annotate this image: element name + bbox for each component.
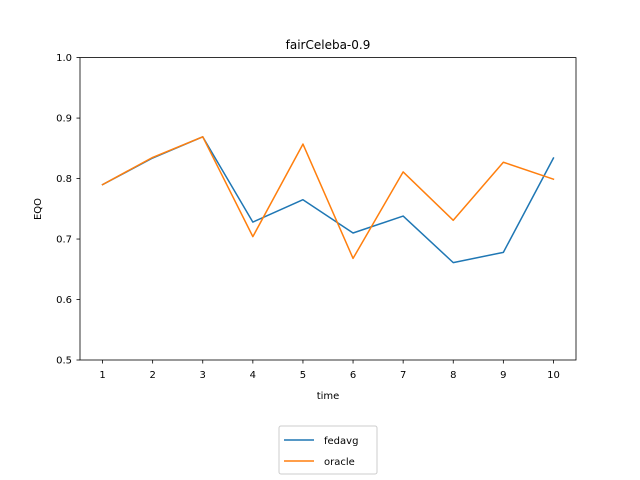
plot-area xyxy=(101,136,555,264)
legend-label-oracle: oracle xyxy=(324,457,355,468)
legend: fedavg oracle xyxy=(278,425,378,475)
y-tick-label: 0.8 xyxy=(56,174,72,185)
x-tick-label: 5 xyxy=(300,370,306,381)
series-line-oracle xyxy=(101,136,555,260)
y-tick-label: 0.7 xyxy=(56,235,72,246)
legend-label-fedavg: fedavg xyxy=(324,436,358,447)
x-tick-label: 1 xyxy=(99,370,105,381)
x-tick-label: 10 xyxy=(547,370,560,381)
x-tick-label: 6 xyxy=(350,370,356,381)
x-tick-label: 2 xyxy=(149,370,155,381)
x-axis-label: time xyxy=(317,391,340,402)
x-tick-label: 4 xyxy=(250,370,256,381)
plot-frame xyxy=(79,57,577,361)
y-tick-label: 0.5 xyxy=(56,356,72,367)
x-tick-label: 8 xyxy=(450,370,456,381)
x-tick-label: 3 xyxy=(200,370,206,381)
x-tick-label: 7 xyxy=(400,370,406,381)
x-tick-label: 9 xyxy=(500,370,506,381)
y-tick-label: 1.0 xyxy=(56,53,72,64)
y-tick-label: 0.6 xyxy=(56,295,72,306)
y-tick-label: 0.9 xyxy=(56,114,72,125)
legend-frame xyxy=(278,425,378,475)
chart-title: fairCeleba-0.9 xyxy=(286,38,371,52)
y-axis-label: EQO xyxy=(33,198,44,220)
